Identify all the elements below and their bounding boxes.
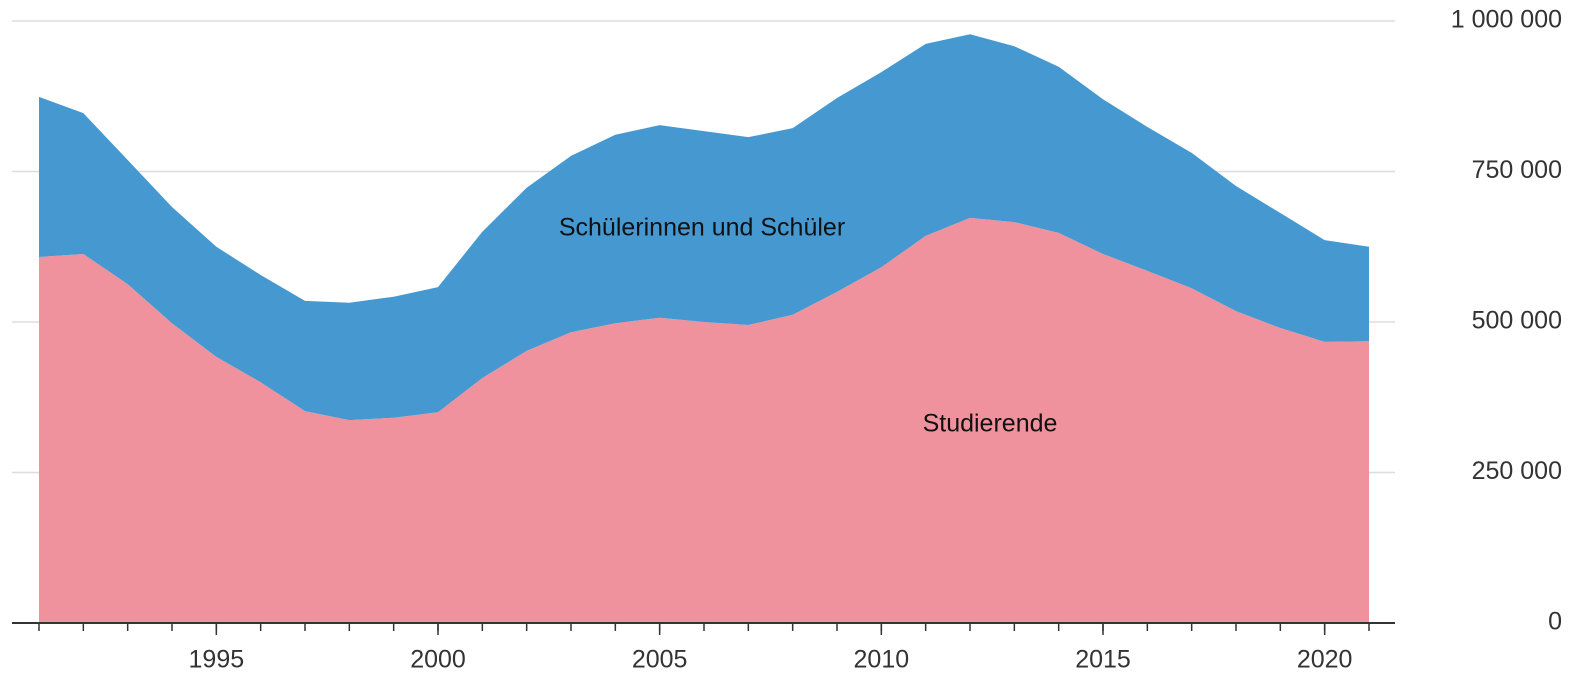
- x-tick-label: 2020: [1297, 646, 1353, 674]
- series-label: Studierende: [923, 410, 1058, 438]
- area: [39, 34, 1369, 421]
- x-tick-label: 2000: [410, 646, 466, 674]
- y-tick-label: 0: [1548, 608, 1562, 636]
- y-tick-label: 750 000: [1472, 156, 1562, 184]
- y-tick-label: 250 000: [1472, 457, 1562, 485]
- series-label: Schülerinnen und Schüler: [559, 214, 845, 242]
- area: [39, 217, 1369, 623]
- x-tick-label: 2015: [1075, 646, 1131, 674]
- x-tick-label: 2005: [632, 646, 688, 674]
- y-tick-label: 1 000 000: [1451, 6, 1562, 34]
- x-tick-label: 1995: [189, 646, 245, 674]
- x-tick-label: 2010: [854, 646, 910, 674]
- y-tick-label: 500 000: [1472, 307, 1562, 335]
